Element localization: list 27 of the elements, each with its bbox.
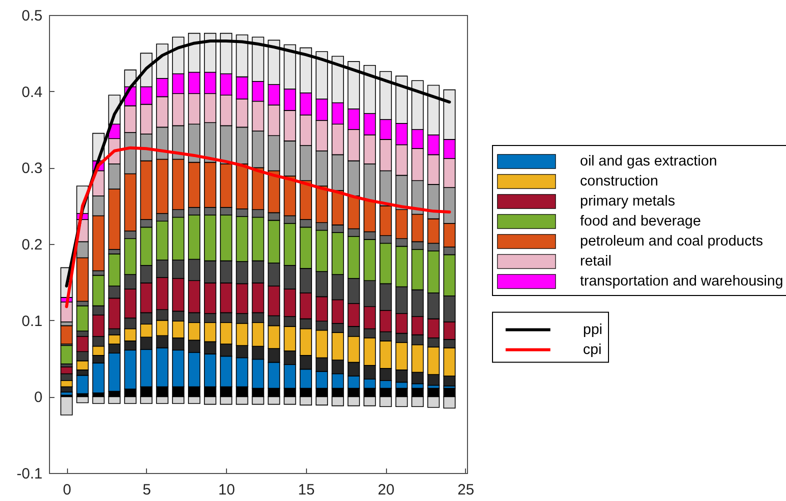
- legend-label: petroleum and coal products: [580, 234, 763, 250]
- x-tick-label: 15: [298, 482, 315, 498]
- bar: [76, 396, 89, 404]
- x-tick-label: 25: [458, 482, 474, 498]
- y-tick-label: 0: [34, 389, 42, 406]
- y-tick-label: 0.4: [22, 84, 42, 101]
- legend-label: transportation and warehousing: [580, 274, 784, 290]
- y-tick-label: 0.3: [22, 160, 42, 178]
- legend-label: oil and gas extraction: [580, 154, 718, 170]
- y-tick-label: 0.5: [22, 8, 42, 24]
- line-series: [65, 146, 451, 308]
- x-tick-label: 10: [218, 482, 235, 498]
- x-tick-label: 20: [378, 482, 394, 498]
- x-tick-label: 5: [142, 482, 151, 498]
- legend-label: primary metals: [580, 194, 676, 210]
- legend-label: retail: [580, 254, 612, 270]
- y-tick-label: 0.2: [22, 236, 42, 254]
- legend-label: cpi: [583, 342, 602, 358]
- legend-label: food and beverage: [580, 214, 701, 230]
- bar: [92, 396, 105, 404]
- legend-label: ppi: [583, 322, 602, 338]
- y-tick-label: 0.1: [22, 312, 42, 330]
- bar: [60, 396, 73, 416]
- y-tick-label: -0.1: [16, 466, 42, 482]
- bar: [76, 374, 89, 394]
- legend-label: construction: [580, 174, 658, 190]
- x-tick-label: 0: [62, 482, 72, 498]
